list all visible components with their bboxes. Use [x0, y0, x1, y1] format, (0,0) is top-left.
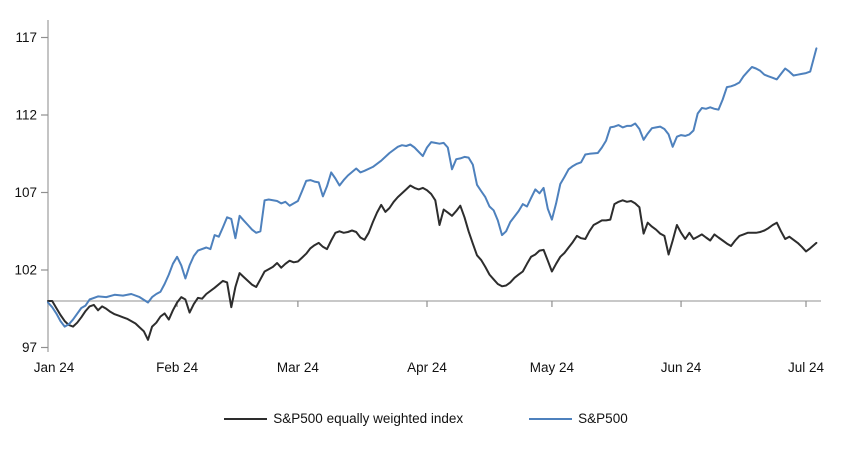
x-axis-label: May 24	[530, 360, 575, 375]
series-sp500-line	[47, 47, 818, 328]
legend-label-sp500: S&P500	[578, 411, 628, 426]
x-axis-label: Feb 24	[156, 360, 199, 375]
y-axis-label: 112	[15, 108, 37, 123]
series-sp500-equal-weight-line	[47, 184, 818, 341]
chart-legend: S&P500 equally weighted index S&P500	[0, 411, 852, 426]
legend-item-sp500: S&P500	[529, 411, 628, 426]
legend-line-sample-sp500	[529, 417, 573, 420]
chart-canvas: Jan 24 Feb 24 Mar 24 Apr 24 May 24 Jun 24 Jul …	[14, 20, 825, 375]
y-axis-label: 117	[15, 30, 37, 45]
y-axis-label: 102	[14, 263, 37, 278]
legend-item-sp500ew: S&P500 equally weighted index	[224, 411, 463, 426]
y-axis-label: 97	[22, 340, 37, 355]
y-axis-label: 107	[14, 185, 37, 200]
x-axis-label: Jun 24	[661, 360, 702, 375]
legend-line-sample-sp500ew	[224, 417, 268, 420]
x-axis-label: Jul 24	[788, 360, 825, 375]
x-axis-label: Jan 24	[34, 360, 75, 375]
x-axis-label: Mar 24	[277, 360, 320, 375]
x-axis-label: Apr 24	[407, 360, 447, 375]
legend-label-sp500ew: S&P500 equally weighted index	[273, 411, 464, 426]
